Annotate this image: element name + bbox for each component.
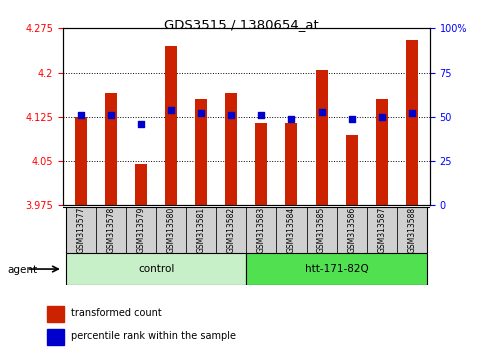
Text: GSM313577: GSM313577 [76, 207, 85, 253]
Text: GSM313579: GSM313579 [137, 207, 145, 253]
Bar [367, 207, 397, 253]
Text: GSM313583: GSM313583 [257, 207, 266, 253]
Bar [135, 164, 147, 205]
Bar [406, 40, 418, 205]
Bar [105, 93, 117, 205]
Text: control: control [138, 264, 174, 274]
Text: GDS3515 / 1380654_at: GDS3515 / 1380654_at [164, 18, 319, 32]
Bar [126, 207, 156, 253]
Point [167, 107, 175, 113]
Bar [156, 207, 186, 253]
Bar [246, 207, 276, 253]
Point [348, 116, 355, 121]
Text: GSM313581: GSM313581 [197, 207, 206, 253]
Point [378, 114, 385, 120]
Bar [66, 207, 96, 253]
Bar [397, 207, 427, 253]
Text: GSM313587: GSM313587 [377, 207, 386, 253]
Bar [315, 70, 327, 205]
Bar [47, 306, 64, 321]
Bar [346, 135, 357, 205]
Bar [216, 207, 246, 253]
Bar [246, 253, 427, 285]
Text: GSM313580: GSM313580 [167, 207, 176, 253]
Point [318, 109, 326, 114]
Point [227, 112, 235, 118]
Text: agent: agent [7, 265, 37, 275]
Bar [225, 93, 237, 205]
Point [408, 110, 416, 116]
Bar [66, 253, 246, 285]
Bar [195, 99, 207, 205]
Bar [376, 99, 388, 205]
Text: GSM313578: GSM313578 [106, 207, 115, 253]
Text: transformed count: transformed count [71, 308, 161, 318]
Bar [256, 123, 268, 205]
Bar [276, 207, 307, 253]
Text: GSM313588: GSM313588 [407, 207, 416, 253]
Bar [307, 207, 337, 253]
Point [198, 110, 205, 116]
Bar [337, 207, 367, 253]
Bar [186, 207, 216, 253]
Point [137, 121, 145, 127]
Point [77, 112, 85, 118]
Point [107, 112, 115, 118]
Bar [47, 329, 64, 345]
Text: percentile rank within the sample: percentile rank within the sample [71, 331, 236, 341]
Bar [75, 117, 87, 205]
Text: GSM313585: GSM313585 [317, 207, 326, 253]
Bar [165, 46, 177, 205]
Point [257, 112, 265, 118]
Text: GSM313584: GSM313584 [287, 207, 296, 253]
Text: GSM313586: GSM313586 [347, 207, 356, 253]
Text: GSM313582: GSM313582 [227, 207, 236, 253]
Bar [285, 123, 298, 205]
Point [287, 116, 295, 121]
Bar [96, 207, 126, 253]
Text: htt-171-82Q: htt-171-82Q [305, 264, 369, 274]
